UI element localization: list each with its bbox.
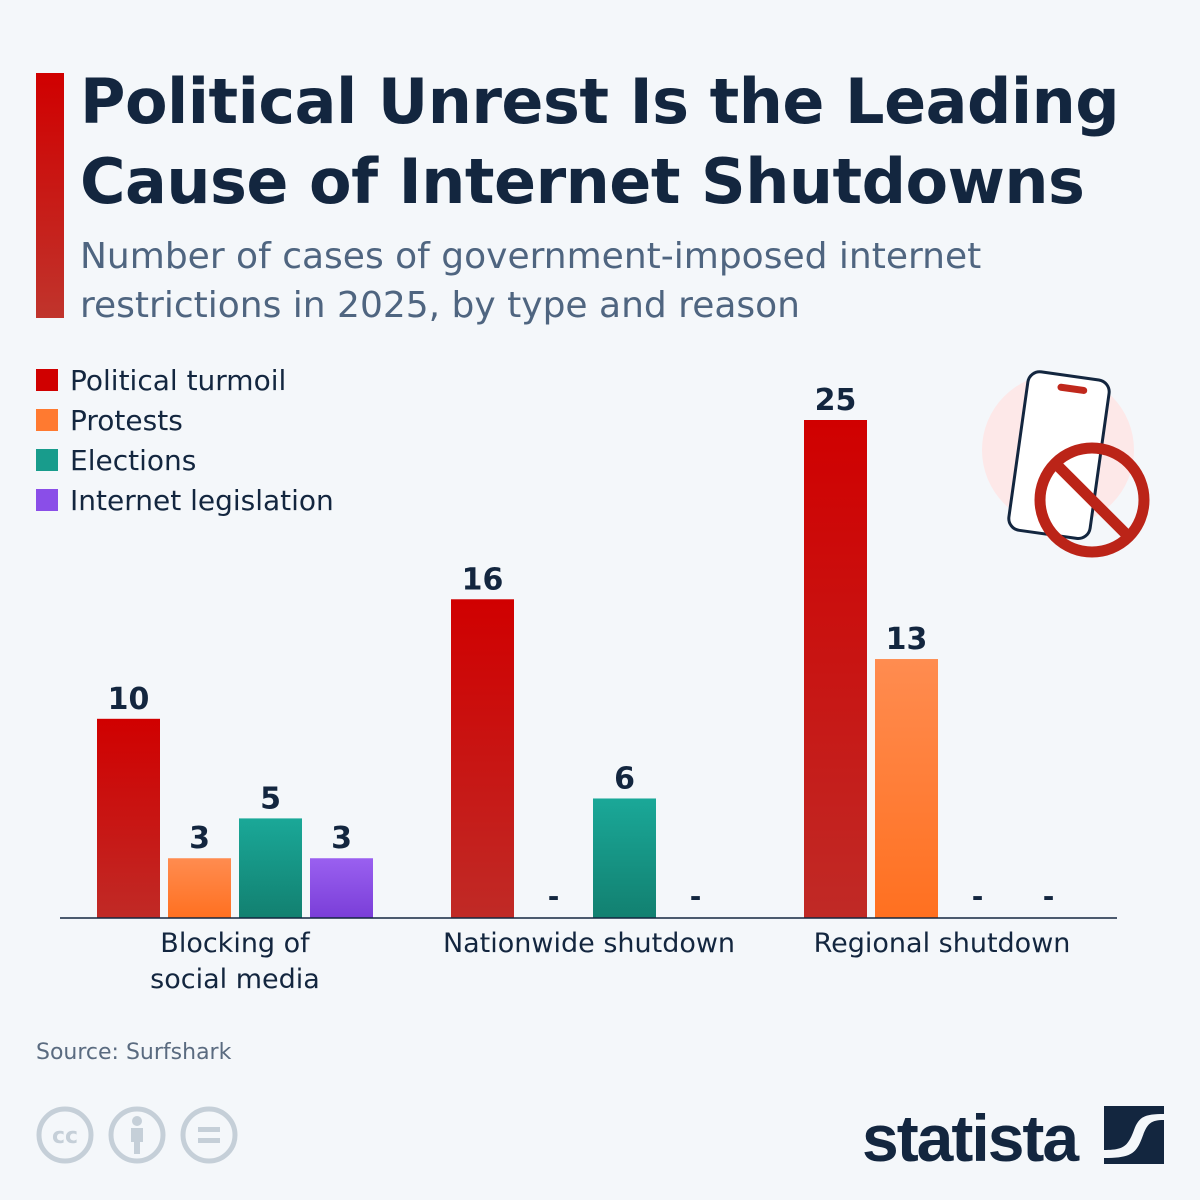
bar: [875, 659, 938, 918]
missing-value-label: -: [1043, 880, 1055, 913]
bar: [310, 858, 373, 918]
category-label: social media: [150, 964, 320, 995]
bar-chart: 10 3 5 3 Blocking of social media 16 - 6 - Nationw…: [60, 383, 1117, 995]
source-note: Source: Surfshark: [36, 1040, 232, 1065]
accent-bar: [36, 73, 64, 318]
missing-value-label: -: [548, 880, 560, 913]
legend-item: Political turmoil: [36, 360, 334, 400]
bar: [97, 718, 160, 918]
missing-value-label: -: [972, 880, 984, 913]
data-label: 3: [331, 821, 352, 856]
statista-logo-icon[interactable]: [1104, 1106, 1164, 1164]
bar: [168, 858, 231, 918]
data-label: 13: [886, 622, 928, 657]
data-label: 6: [614, 761, 635, 796]
bar: [451, 599, 514, 918]
legend-item: Internet legislation: [36, 480, 334, 520]
data-label: 25: [815, 383, 857, 418]
legend-swatch: [36, 489, 58, 511]
legend-label: Protests: [70, 403, 183, 437]
legend-item: Elections: [36, 440, 334, 480]
legend-swatch: [36, 449, 58, 471]
cc-icon[interactable]: cc: [36, 1106, 94, 1164]
chart-subtitle: Number of cases of government-imposed in…: [80, 236, 982, 326]
data-label: 10: [108, 682, 150, 717]
chart-title: Political Unrest Is the Leading Cause of…: [80, 65, 1120, 218]
no-derivatives-icon[interactable]: [180, 1106, 238, 1164]
legend-item: Protests: [36, 400, 334, 440]
category-label: Regional shutdown: [814, 928, 1071, 959]
attribution-icon[interactable]: [108, 1106, 166, 1164]
legend-label: Internet legislation: [70, 483, 334, 517]
legend-swatch: [36, 409, 58, 431]
legend-label: Political turmoil: [70, 363, 287, 397]
svg-text:cc: cc: [52, 1124, 78, 1149]
missing-value-label: -: [690, 880, 702, 913]
data-label: 16: [462, 562, 504, 597]
category-label: Nationwide shutdown: [443, 928, 735, 959]
bar: [804, 420, 867, 918]
statista-logo[interactable]: statista: [862, 1101, 1079, 1175]
category-label: Blocking of: [160, 928, 311, 959]
data-label: 5: [260, 781, 281, 816]
bar: [593, 798, 656, 918]
bar: [239, 818, 302, 918]
legend: Political turmoil Protests Elections Intern…: [36, 360, 334, 520]
legend-label: Elections: [70, 443, 197, 477]
phone-prohibited-icon: [982, 370, 1150, 558]
legend-swatch: [36, 369, 58, 391]
data-label: 3: [189, 821, 210, 856]
